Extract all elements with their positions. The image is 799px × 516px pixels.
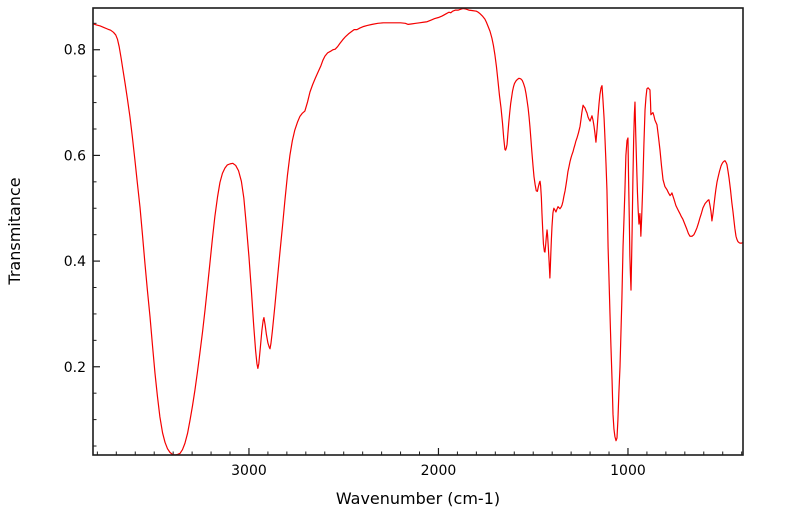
y-tick-label: 0.8 <box>64 43 86 59</box>
plot-frame <box>92 7 744 456</box>
x-tick-label: 3000 <box>231 463 267 479</box>
x-axis-label: Wavenumber (cm-1) <box>336 489 500 508</box>
plot-area <box>93 8 743 455</box>
y-axis-label: Transmitance <box>5 177 24 285</box>
x-tick-label: 2000 <box>421 463 457 479</box>
major-ticks <box>93 49 629 455</box>
spectrum-line <box>92 7 744 456</box>
y-tick-label: 0.2 <box>64 360 86 376</box>
x-tick-label: 1000 <box>610 463 646 479</box>
tick-labels: 3000 2000 1000 0.2 0.4 0.6 0.8 <box>64 43 646 479</box>
y-tick-label: 0.6 <box>64 148 86 164</box>
y-tick-label: 0.4 <box>64 254 86 270</box>
